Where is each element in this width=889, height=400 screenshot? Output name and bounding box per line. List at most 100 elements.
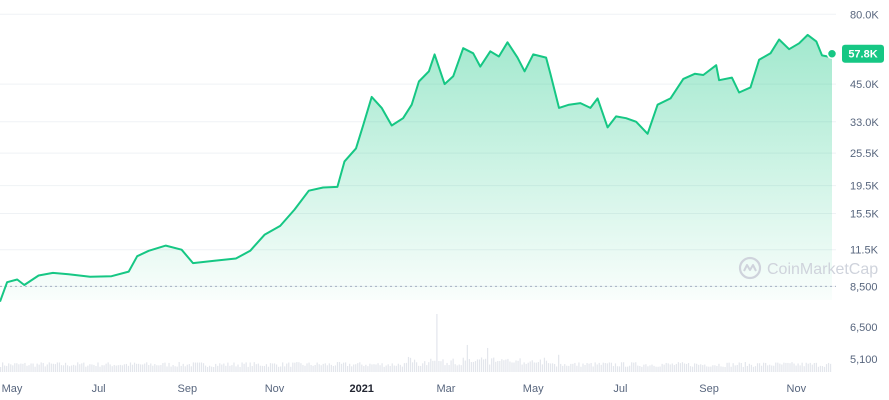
volume-bar [383,366,385,372]
volume-bar [592,366,594,372]
volume-bar [373,364,375,372]
volume-bar [16,363,18,372]
volume-bar [140,364,142,372]
volume-bar [730,366,732,372]
volume-bar [296,362,298,372]
volume-bar [365,364,367,372]
volume-bar [667,363,669,372]
watermark: CoinMarketCap [738,256,878,280]
volume-bar [28,365,30,372]
volume-bar [825,364,828,372]
volume-bar [426,365,428,372]
volume-bar [304,365,306,372]
volume-bar [608,362,610,372]
volume-bar [10,364,12,372]
x-tick-label: 2021 [349,383,373,395]
volume-bar [631,362,633,372]
volume-bar [87,365,89,372]
volume-bar [399,364,401,372]
volume-bar [694,363,696,372]
volume-bar [736,364,738,372]
volume-bar [799,365,801,372]
volume-bar [385,365,387,372]
volume-bar [349,363,351,372]
volume-bar [99,366,101,372]
volume-bar [677,362,679,372]
volume-bar [606,363,608,372]
volume-bar [497,361,499,372]
volume-bar [180,365,182,372]
volume-bar [381,363,383,372]
volume-bar [750,364,753,372]
volume-bar [129,362,132,372]
volume-bar [71,365,73,372]
volume-bar [58,362,61,372]
volume-bar [95,366,97,372]
volume-bar [474,361,477,372]
watermark-text: CoinMarketCap [767,261,878,278]
volume-bar [133,362,136,372]
volume-bar [131,364,134,372]
volume-bar [480,357,483,372]
volume-bar [602,362,604,372]
volume-bar [716,366,718,372]
volume-bar [259,365,261,372]
volume-bar [64,362,67,372]
volume-bar [744,362,746,372]
volume-bar [340,363,343,372]
volume-bar [517,360,519,372]
volume-bar [791,362,793,372]
volume-bar [271,363,274,372]
volume-tick-label: 5,100 [850,354,878,366]
volume-bar [665,362,667,372]
volume-bar [819,365,822,372]
volume-bar [639,366,641,372]
price-area-fill [0,34,832,302]
volume-bar [93,364,95,372]
volume-bar [192,362,194,372]
volume-bar [566,365,568,372]
volume-bar [454,364,456,372]
volume-bar [115,365,117,372]
volume-bar [712,365,714,372]
volume-bar [576,365,578,372]
volume-bar [698,364,700,372]
volume-bar [56,362,59,372]
volume-bar [574,362,576,372]
volume-bar [578,362,580,372]
volume-bar [117,365,119,372]
x-tick-label: May [2,383,23,395]
volume-bar [553,364,556,372]
volume-bar [472,361,475,372]
volume-bar [795,365,797,372]
volume-bar [503,360,505,372]
volume-bar [614,363,617,372]
volume-bar [336,362,339,372]
volume-bar [377,363,379,372]
volume-bar [54,364,56,372]
volume-bar [769,364,771,372]
volume-bar [196,362,199,372]
volume-bar [176,366,178,372]
volume-bar [89,364,91,372]
volume-bar [446,362,448,372]
volume-bar [241,362,243,372]
volume-bar [24,362,26,372]
volume-bar [166,366,168,372]
volume-bar [478,359,481,372]
volume-bar [194,362,197,372]
x-tick-label: Nov [265,383,285,395]
volume-bar [462,357,464,372]
volume-bar [12,365,14,372]
price-line [0,33,833,302]
volume-bar [527,362,529,372]
volume-bar [724,366,726,372]
volume-bar [675,363,677,372]
volume-bar [14,363,16,372]
volume-bar [689,366,692,372]
volume-bar [456,365,458,372]
volume-bar [440,361,442,372]
volume-bar [255,364,257,372]
volume-bar [282,362,284,372]
volume-bar [186,364,188,372]
